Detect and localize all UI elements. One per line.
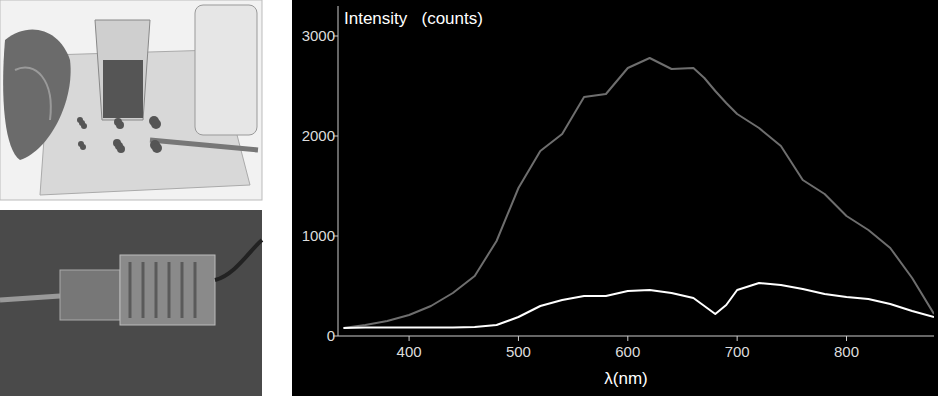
fin xyxy=(181,262,184,318)
leaf-piece xyxy=(117,145,125,153)
x-tick-label: 500 xyxy=(506,343,531,360)
photo-border xyxy=(0,0,262,200)
x-tick xyxy=(409,336,410,341)
x-tick-label: 600 xyxy=(615,343,640,360)
plot-lines xyxy=(343,58,934,328)
fiber xyxy=(0,296,60,300)
y-tick-label: 2000 xyxy=(302,127,335,144)
leaf-piece xyxy=(81,123,87,129)
x-tick xyxy=(846,336,847,341)
x-tick-label: 800 xyxy=(834,343,859,360)
glass-liquid xyxy=(103,60,143,118)
x-tick xyxy=(518,336,519,341)
photo-spectrometer xyxy=(0,210,262,396)
y-tick-label: 3000 xyxy=(302,27,335,44)
photo-spinach xyxy=(0,0,262,200)
x-tick xyxy=(627,336,628,341)
x-tick xyxy=(737,336,738,341)
spectrometer xyxy=(120,255,215,325)
x-axis xyxy=(338,336,934,337)
cable xyxy=(215,240,262,280)
chart-background xyxy=(292,0,938,396)
fin xyxy=(155,262,158,318)
fin xyxy=(168,262,171,318)
leaves xyxy=(3,30,71,160)
photo-background xyxy=(0,210,262,396)
fin xyxy=(194,262,197,318)
knife xyxy=(150,140,258,150)
leaf-vein xyxy=(15,67,51,120)
figure: 0 1000 2000 3000 400 500 600 700 800 Intensity (c… xyxy=(0,0,938,396)
bottle xyxy=(195,5,257,135)
spectrum-line xyxy=(343,283,934,328)
y-tick-label: 0 xyxy=(327,327,335,344)
fin xyxy=(142,262,145,318)
leaf-piece xyxy=(116,121,124,129)
x-axis-title: λ(nm) xyxy=(604,369,647,388)
leaf-piece xyxy=(151,119,161,129)
y-axis-title: Intensity (counts) xyxy=(344,9,483,28)
glass xyxy=(95,20,150,120)
x-tick-label: 700 xyxy=(725,343,750,360)
y-tick-label: 1000 xyxy=(302,227,335,244)
photo-background xyxy=(0,0,262,200)
y-axis xyxy=(338,6,339,336)
leaf-piece xyxy=(80,144,86,150)
x-tick-label: 400 xyxy=(397,343,422,360)
spectrum-line xyxy=(343,58,934,328)
fin xyxy=(129,262,132,318)
leaf-piece xyxy=(152,143,162,153)
chart: 0 1000 2000 3000 400 500 600 700 800 Intensity (c… xyxy=(292,0,938,396)
cuvette-holder xyxy=(60,270,120,320)
